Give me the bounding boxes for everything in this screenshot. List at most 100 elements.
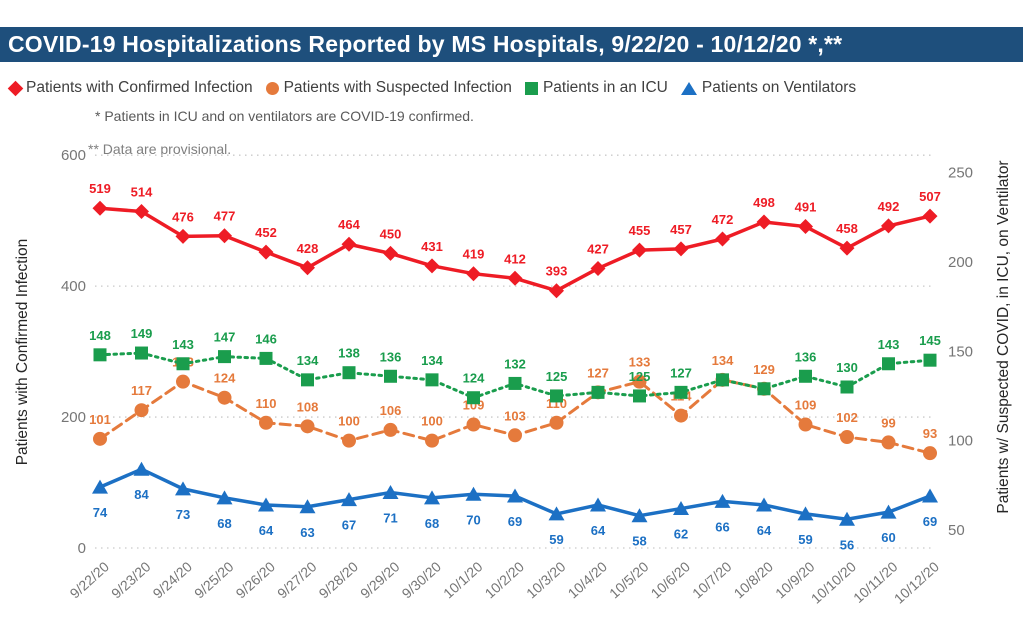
data-label: 59 xyxy=(549,532,563,547)
x-axis-date-label: 10/10/20 xyxy=(808,558,859,606)
data-point-square xyxy=(757,382,771,396)
data-label: 130 xyxy=(836,360,858,375)
data-point-square xyxy=(716,373,729,387)
title-bar: COVID-19 Hospitalizations Reported by MS… xyxy=(0,27,1023,62)
data-label: 132 xyxy=(504,356,526,371)
data-point-diamond xyxy=(217,228,232,244)
data-label: 64 xyxy=(591,523,606,538)
data-point-square xyxy=(674,385,688,399)
x-axis-date-label: 9/30/20 xyxy=(399,558,445,601)
data-label: 106 xyxy=(380,403,402,418)
data-point-circle xyxy=(342,433,356,448)
data-point-diamond xyxy=(798,219,813,235)
right-axis-tick-label: 150 xyxy=(948,343,973,360)
data-label: 70 xyxy=(466,512,480,527)
data-point-diamond xyxy=(175,228,191,244)
data-label: 100 xyxy=(338,414,360,429)
data-point-triangle xyxy=(548,506,565,521)
data-label: 450 xyxy=(380,226,402,241)
data-label: 143 xyxy=(172,337,194,352)
data-point-circle xyxy=(840,430,854,445)
data-point-triangle xyxy=(92,479,108,494)
legend-label: Patients in an ICU xyxy=(542,79,668,96)
data-point-square xyxy=(467,391,480,405)
data-point-diamond xyxy=(466,266,481,282)
data-label: 73 xyxy=(176,507,190,522)
x-axis-date-label: 9/25/20 xyxy=(191,558,237,601)
data-label: 71 xyxy=(383,510,397,525)
data-label: 60 xyxy=(881,530,895,545)
data-label: 101 xyxy=(89,412,111,427)
right-axis-tick-label: 100 xyxy=(948,433,973,450)
triangle-marker-icon xyxy=(680,81,697,95)
data-point-diamond xyxy=(590,260,606,276)
x-axis-date-label: 9/27/20 xyxy=(274,558,320,601)
data-point-triangle xyxy=(839,511,855,526)
data-label: 103 xyxy=(504,408,526,423)
legend-item-ventilators: Patients on Ventilators xyxy=(680,79,857,97)
data-label: 62 xyxy=(674,527,688,542)
data-point-circle xyxy=(383,422,398,437)
data-label: 455 xyxy=(629,223,651,238)
data-label: 134 xyxy=(297,353,319,368)
data-point-circle xyxy=(300,419,315,434)
right-axis-tick-label: 50 xyxy=(948,522,965,539)
data-label: 93 xyxy=(923,426,937,441)
data-point-diamond xyxy=(134,203,149,219)
data-point-square xyxy=(218,350,231,364)
legend-label: Patients with Suspected Infection xyxy=(283,79,512,96)
data-label: 419 xyxy=(463,247,485,262)
data-label: 149 xyxy=(131,326,153,341)
footnote-provisional: ** Data are provisional. xyxy=(88,141,232,157)
data-label: 64 xyxy=(259,523,274,538)
data-point-diamond xyxy=(756,214,772,230)
data-label: 428 xyxy=(297,241,319,256)
x-axis-date-label: 10/5/20 xyxy=(606,558,652,601)
data-point-circle xyxy=(549,415,564,430)
x-axis-date-label: 9/22/20 xyxy=(67,558,113,601)
data-point-circle xyxy=(923,446,937,461)
data-point-diamond xyxy=(715,231,730,247)
x-axis-date-label: 10/4/20 xyxy=(565,558,611,601)
data-label: 124 xyxy=(214,371,236,386)
data-label: 58 xyxy=(632,534,646,549)
data-point-triangle xyxy=(133,461,150,476)
data-point-circle xyxy=(217,390,232,405)
data-point-square xyxy=(425,373,439,387)
data-label: 458 xyxy=(836,221,858,236)
data-point-square xyxy=(591,385,605,399)
data-point-diamond xyxy=(632,242,647,258)
data-label: 100 xyxy=(421,414,443,429)
data-point-triangle xyxy=(258,497,274,512)
data-label: 134 xyxy=(421,353,443,368)
data-label: 69 xyxy=(508,514,522,529)
x-axis-date-label: 9/24/20 xyxy=(150,558,196,601)
legend-label: Patients on Ventilators xyxy=(701,79,857,96)
x-axis-date-label: 10/6/20 xyxy=(648,558,694,601)
data-point-triangle xyxy=(299,499,316,514)
data-point-diamond xyxy=(673,241,689,257)
data-point-diamond xyxy=(922,208,938,224)
circle-marker-icon xyxy=(265,81,279,95)
legend-label: Patients with Confirmed Infection xyxy=(26,79,253,96)
data-point-square xyxy=(633,389,646,403)
data-label: 452 xyxy=(255,225,277,240)
data-point-triangle xyxy=(673,501,689,516)
data-label: 136 xyxy=(795,349,817,364)
data-label: 148 xyxy=(89,328,111,343)
data-label: 84 xyxy=(134,487,149,502)
x-axis-date-label: 10/7/20 xyxy=(689,558,735,601)
data-label: 124 xyxy=(463,371,485,386)
data-point-square xyxy=(176,357,190,371)
data-label: 102 xyxy=(836,410,858,425)
left-axis-tick-label: 400 xyxy=(61,278,86,295)
data-label: 56 xyxy=(840,537,854,552)
data-label: 464 xyxy=(338,217,360,232)
right-axis-tick-label: 200 xyxy=(948,254,973,271)
data-point-diamond xyxy=(383,245,398,261)
data-point-square xyxy=(384,369,397,383)
data-point-triangle xyxy=(216,490,233,505)
data-label: 476 xyxy=(172,209,194,224)
legend-item-confirmed: Patients with Confirmed Infection xyxy=(7,79,253,97)
